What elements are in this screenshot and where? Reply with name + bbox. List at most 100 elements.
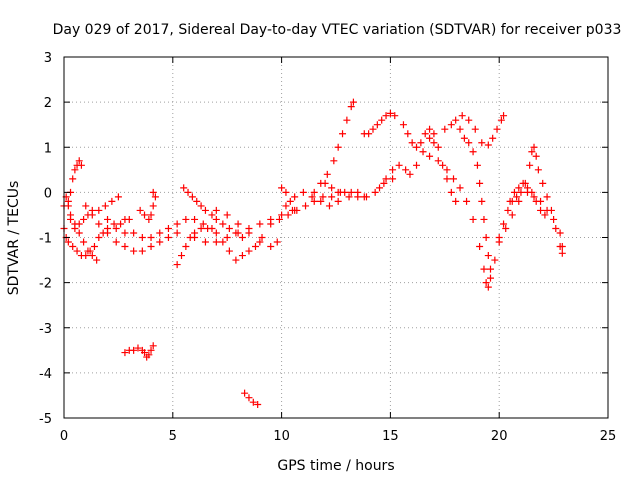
- data-point: [212, 206, 220, 214]
- data-point: [452, 197, 460, 205]
- data-point: [495, 234, 503, 241]
- data-point: [147, 211, 155, 219]
- data-point: [130, 229, 138, 237]
- data-point: [219, 238, 227, 246]
- data-point: [456, 125, 464, 133]
- data-point: [413, 143, 421, 151]
- data-point: [478, 139, 486, 147]
- data-point: [80, 238, 88, 246]
- data-point: [310, 197, 318, 205]
- data-point: [530, 143, 538, 151]
- data-point: [543, 193, 551, 201]
- data-point: [473, 161, 481, 169]
- data-point: [101, 202, 109, 210]
- data-point: [373, 121, 381, 129]
- data-point: [556, 229, 564, 237]
- data-point: [382, 175, 390, 183]
- x-tick-label: 20: [491, 429, 508, 444]
- data-point: [443, 166, 451, 174]
- data-point: [378, 116, 386, 124]
- data-point: [489, 134, 497, 142]
- data-point: [508, 211, 516, 219]
- data-point: [278, 211, 286, 219]
- data-point: [510, 188, 518, 196]
- data-point: [178, 252, 186, 260]
- data-point: [121, 229, 129, 237]
- data-point: [199, 220, 207, 228]
- data-point: [465, 139, 473, 147]
- data-point: [550, 215, 558, 223]
- data-point: [434, 157, 442, 165]
- x-axis-ticks: 0 5 10 15 20 25: [60, 57, 616, 444]
- data-point: [526, 161, 534, 169]
- data-point: [223, 234, 231, 241]
- data-point: [147, 346, 155, 354]
- x-tick-label: 10: [273, 429, 290, 444]
- data-point: [321, 179, 329, 187]
- data-point: [191, 234, 199, 241]
- data-point: [182, 243, 190, 251]
- data-point: [528, 148, 536, 156]
- data-point: [145, 215, 153, 223]
- data-point: [465, 116, 473, 124]
- data-point: [204, 224, 212, 232]
- data-point: [130, 346, 138, 354]
- data-point: [484, 252, 492, 260]
- data-point: [506, 197, 514, 205]
- data-point: [278, 184, 286, 192]
- data-point: [208, 211, 216, 219]
- data-point: [382, 112, 390, 120]
- data-points: [60, 98, 566, 408]
- data-point: [71, 166, 79, 174]
- data-point: [184, 188, 192, 196]
- data-point: [334, 143, 342, 151]
- data-point: [517, 188, 525, 196]
- y-tick-label: 1: [44, 141, 52, 156]
- data-point: [334, 188, 342, 196]
- data-point: [328, 193, 336, 201]
- data-point: [430, 139, 438, 147]
- data-point: [238, 252, 246, 260]
- data-point: [476, 179, 484, 187]
- data-point: [532, 152, 540, 160]
- data-point: [112, 224, 120, 232]
- data-point: [354, 188, 362, 196]
- data-point: [141, 211, 149, 219]
- data-point: [251, 243, 259, 251]
- data-point: [419, 148, 427, 156]
- data-point: [530, 193, 538, 201]
- data-point: [75, 229, 83, 237]
- data-point: [75, 157, 83, 165]
- data-point: [426, 125, 434, 133]
- data-point: [408, 139, 416, 147]
- data-point: [241, 389, 249, 397]
- data-point: [528, 188, 536, 196]
- data-point: [136, 206, 144, 214]
- data-point: [515, 197, 523, 205]
- data-point: [402, 166, 410, 174]
- data-point: [147, 243, 155, 251]
- data-point: [191, 215, 199, 223]
- data-point: [502, 224, 510, 232]
- data-point: [77, 161, 85, 169]
- data-point: [282, 202, 290, 210]
- data-point: [147, 234, 155, 241]
- data-point: [117, 220, 125, 228]
- data-point: [138, 247, 146, 255]
- x-tick-label: 15: [382, 429, 399, 444]
- data-point: [114, 193, 122, 201]
- data-point: [486, 265, 494, 273]
- data-point: [82, 202, 90, 210]
- y-tick-label: -1: [39, 232, 52, 247]
- data-point: [256, 238, 264, 246]
- data-point: [225, 224, 233, 232]
- data-point: [365, 130, 373, 138]
- y-axis-ticks: -5 -4 -3 -2 -1 0 1 2 3: [39, 51, 608, 427]
- data-point: [256, 220, 264, 228]
- y-tick-label: -4: [39, 367, 52, 382]
- data-point: [360, 193, 368, 201]
- data-point: [349, 98, 357, 106]
- data-point: [201, 238, 209, 246]
- data-point: [484, 283, 492, 291]
- data-point: [223, 211, 231, 219]
